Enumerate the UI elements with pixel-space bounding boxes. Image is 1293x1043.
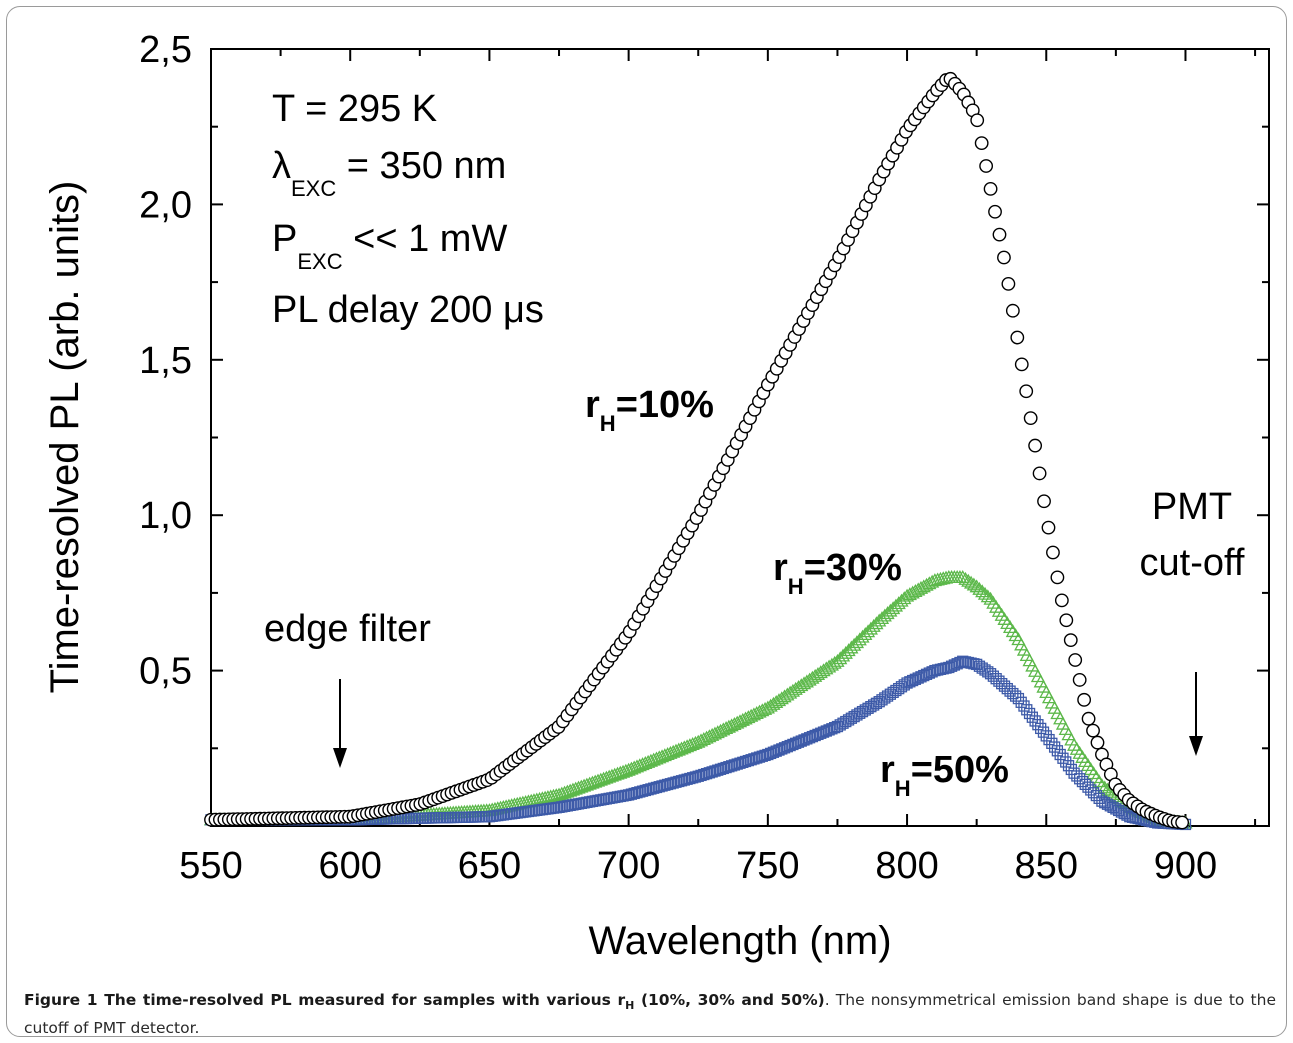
x-tick-label: 800 (875, 845, 938, 887)
y-tick-label: 1,5 (139, 340, 192, 382)
pl-delay-text: PL delay 200 μs (272, 289, 544, 331)
r-letter: r (773, 547, 788, 589)
data-point-circle (997, 250, 1011, 265)
x-tick-label: 700 (597, 845, 660, 887)
data-point-circle (1068, 653, 1083, 667)
percent-value: =30% (804, 547, 902, 589)
data-point-circle (1019, 384, 1034, 399)
cutoff-label: cut-off (1140, 542, 1245, 584)
data-point-circle (970, 113, 985, 128)
power-value: << 1 mW (343, 218, 508, 260)
y-tick-label: 2,0 (139, 184, 192, 226)
data-point-triangle (961, 573, 976, 587)
series-label-50: rH=50% (880, 749, 1009, 801)
data-point-triangle (955, 570, 970, 584)
pmt-label: PMT (1152, 486, 1232, 528)
y-tick-label: 1,0 (139, 495, 192, 537)
data-point-circle (1028, 438, 1043, 453)
data-point-circle (1037, 494, 1051, 509)
data-point-circle (1032, 466, 1047, 481)
lambda-value: = 350 nm (336, 145, 506, 187)
percent-value: =50% (911, 749, 1009, 791)
figure-caption: Figure 1 The time-resolved PL measured f… (24, 989, 1276, 1039)
edge-filter-label: edge filter (264, 608, 431, 650)
caption-title: Figure 1 The time-resolved PL measured f… (24, 991, 825, 1013)
data-point-circle (1001, 276, 1016, 291)
x-tick-label: 750 (736, 845, 799, 887)
data-point-circle (992, 227, 1007, 242)
conditions-annotation: T = 295 K λEXC = 350 nm PEXC << 1 mW PL … (272, 88, 544, 331)
data-point-circle (1050, 570, 1065, 585)
data-point-triangle (972, 581, 987, 595)
r-letter: r (585, 384, 600, 426)
y-tick-label: 2,5 (139, 29, 192, 71)
data-point-circle (1046, 545, 1060, 560)
series-circle (204, 71, 1190, 830)
excitation-power-text: PEXC << 1 mW (272, 218, 507, 274)
temperature-text: T = 295 K (272, 88, 437, 130)
data-point-circle (1041, 520, 1056, 535)
data-point-triangle (977, 586, 993, 600)
pl-chart: 550 600 650 700 750 800 850 9000,51,01,52,02,5 … (43, 29, 1270, 963)
x-tick-label: 550 (179, 845, 242, 887)
data-point-circle (1063, 633, 1078, 648)
data-point-circle (1014, 357, 1029, 372)
h-subscript: H (788, 574, 804, 599)
excitation-wavelength-text: λEXC = 350 nm (272, 145, 506, 201)
y-tick-label: 0,5 (139, 651, 192, 693)
data-point-circle (1023, 411, 1038, 426)
data-point-circle (1054, 593, 1069, 608)
data-point-triangle (969, 579, 984, 593)
lambda-symbol: λ (272, 145, 291, 187)
pmt-cutoff-arrowhead (1189, 736, 1203, 756)
data-point-triangle (925, 574, 940, 588)
data-point-triangle (827, 655, 842, 669)
x-tick-label: 650 (458, 845, 521, 887)
data-point-circle (1077, 692, 1092, 707)
data-point-circle (983, 181, 998, 196)
r-letter: r (880, 749, 895, 791)
x-tick-label: 850 (1015, 845, 1078, 887)
power-subscript: EXC (297, 249, 342, 274)
caption-text: . The nonsymmetrical emission band shape… (24, 991, 1276, 1038)
percent-value: =10% (616, 384, 714, 426)
y-axis-label: Time-resolved PL (arb. units) (43, 181, 87, 694)
x-tick-label: 600 (319, 845, 382, 887)
data-point-circle (1010, 330, 1025, 345)
tick-group: 550 600 650 700 750 800 850 900 0,5 1,0 1,5 2,0 2,5 (139, 29, 1269, 887)
series-label-30: rH=30% (773, 547, 902, 599)
data-point-circle (974, 136, 989, 151)
data-point-triangle (963, 575, 979, 589)
data-point-triangle (824, 657, 839, 671)
data-point-circle (979, 159, 994, 173)
data-point-circle (1005, 303, 1020, 318)
lambda-subscript: EXC (291, 176, 336, 201)
series-layer (203, 71, 1193, 831)
data-point-triangle (1100, 782, 1115, 796)
h-subscript: H (600, 411, 616, 436)
data-point-circle (1090, 735, 1105, 750)
data-point-circle (988, 204, 1002, 219)
data-point-circle (1059, 613, 1074, 628)
data-point-triangle (980, 589, 995, 603)
data-point-circle (1086, 723, 1100, 738)
h-subscript: H (895, 776, 911, 801)
x-axis-label: Wavelength (nm) (588, 919, 891, 963)
power-symbol: P (272, 218, 297, 260)
data-point-triangle (966, 577, 981, 591)
data-point-triangle (975, 584, 990, 598)
x-tick-label: 900 (1154, 845, 1217, 887)
data-point-circle (1081, 711, 1096, 726)
data-point-circle (1175, 815, 1190, 830)
edge-filter-arrowhead (333, 748, 347, 768)
caption-subscript: H (625, 999, 635, 1013)
data-point-circle (1072, 673, 1087, 687)
data-point-triangle (958, 571, 973, 585)
series-label-10: rH=10% (585, 384, 714, 436)
